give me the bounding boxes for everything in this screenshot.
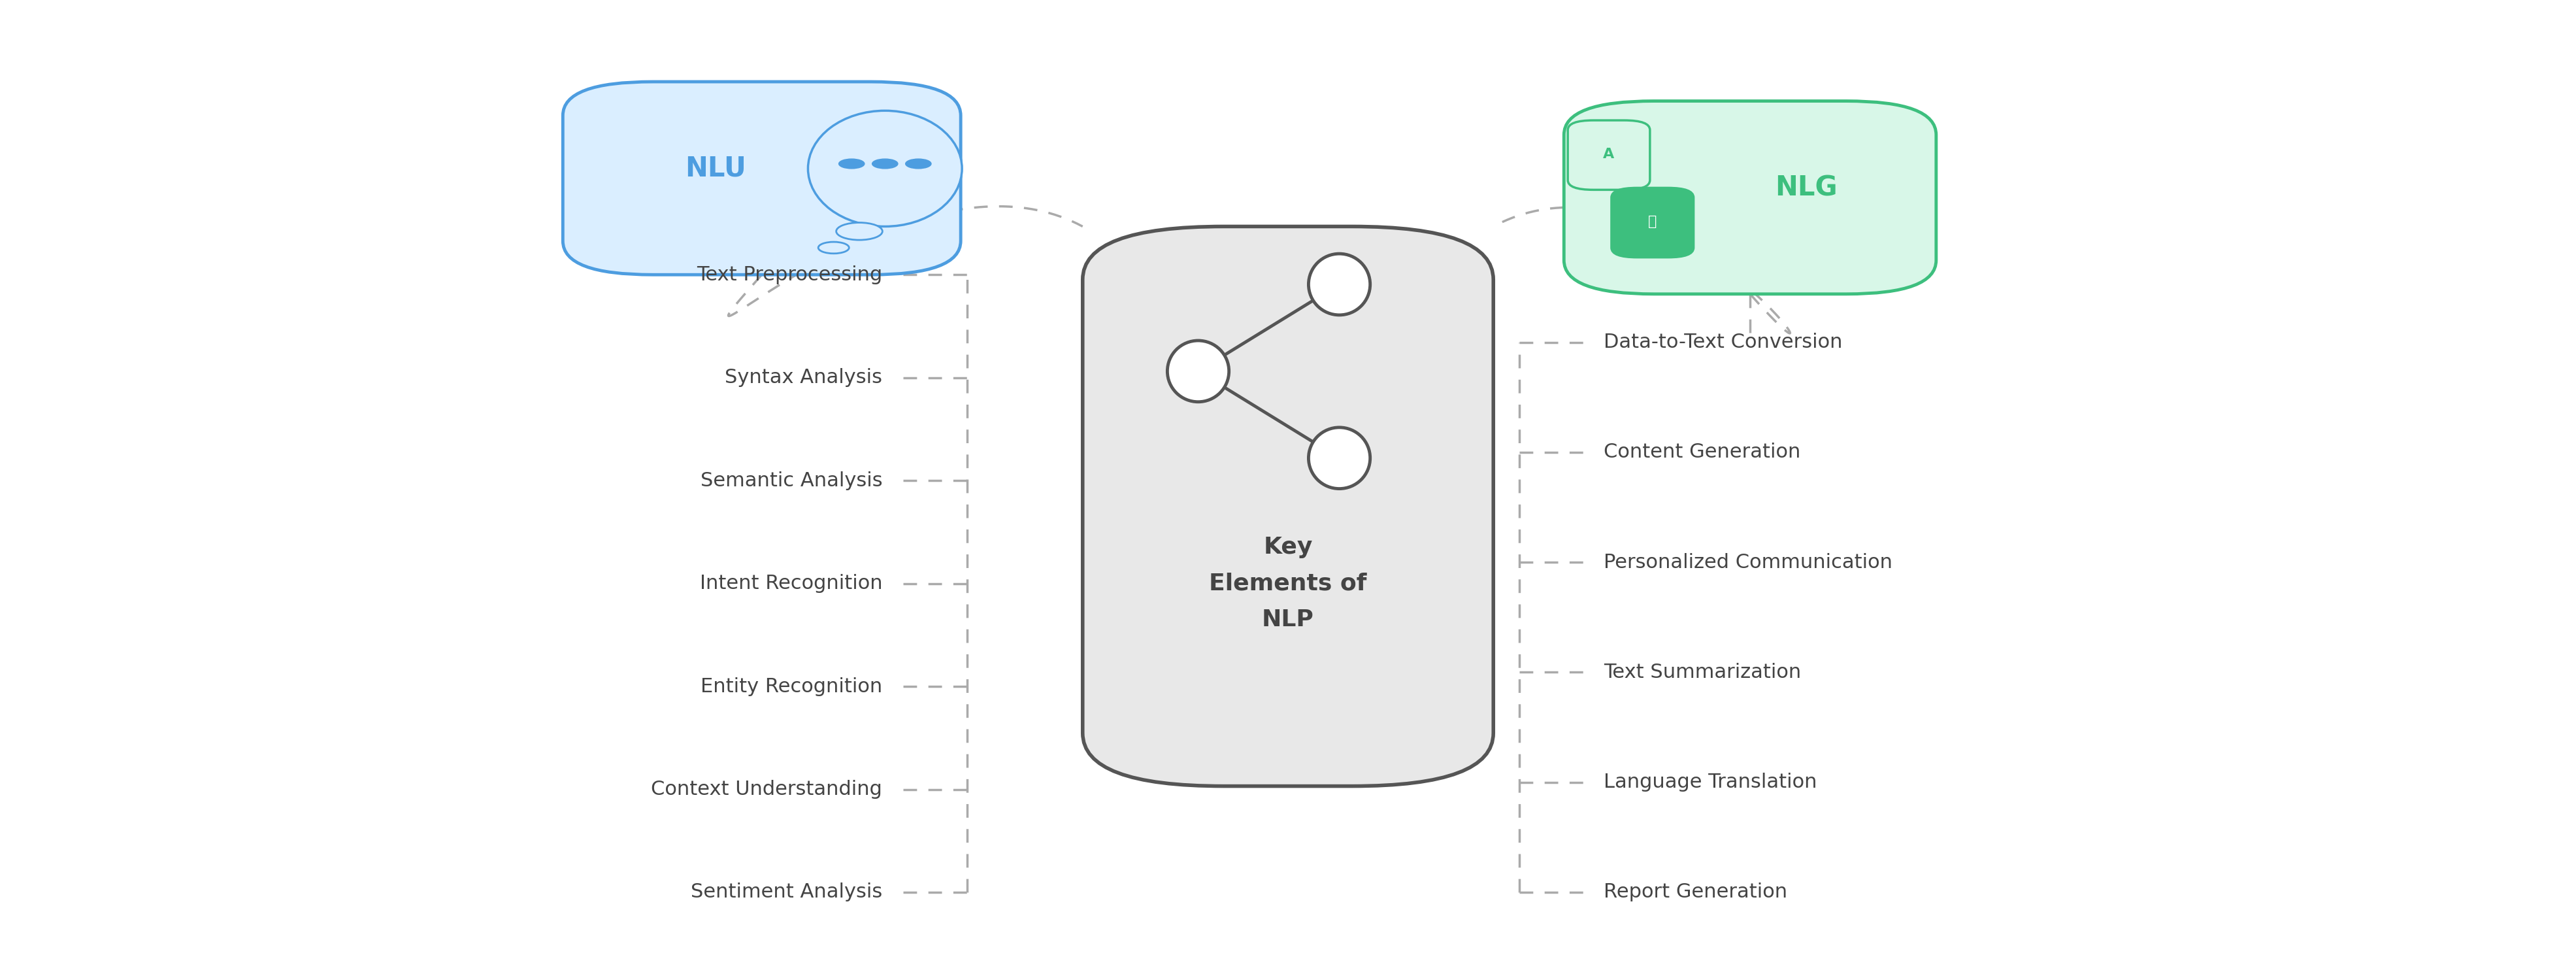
- Circle shape: [840, 159, 866, 169]
- Ellipse shape: [1167, 341, 1229, 402]
- Text: Intent Recognition: Intent Recognition: [701, 574, 884, 593]
- Text: Report Generation: Report Generation: [1605, 882, 1788, 902]
- Text: Text Preprocessing: Text Preprocessing: [696, 265, 884, 284]
- Text: Key
Elements of
NLP: Key Elements of NLP: [1208, 536, 1368, 631]
- Text: Context Understanding: Context Understanding: [652, 780, 884, 799]
- FancyBboxPatch shape: [1613, 188, 1692, 257]
- FancyBboxPatch shape: [1082, 227, 1494, 786]
- Text: Sentiment Analysis: Sentiment Analysis: [690, 882, 884, 902]
- Text: Content Generation: Content Generation: [1605, 443, 1801, 462]
- Text: 文: 文: [1649, 215, 1656, 228]
- FancyBboxPatch shape: [562, 82, 961, 275]
- Text: A: A: [1602, 148, 1615, 161]
- Text: Syntax Analysis: Syntax Analysis: [724, 368, 884, 387]
- Ellipse shape: [1309, 428, 1370, 489]
- Text: Data-to-Text Conversion: Data-to-Text Conversion: [1605, 333, 1842, 352]
- Ellipse shape: [1309, 254, 1370, 315]
- Text: NLU: NLU: [685, 155, 747, 182]
- Circle shape: [819, 242, 850, 253]
- Ellipse shape: [809, 111, 961, 227]
- Text: Entity Recognition: Entity Recognition: [701, 677, 884, 695]
- Circle shape: [907, 159, 930, 169]
- Circle shape: [837, 223, 884, 240]
- FancyBboxPatch shape: [1569, 121, 1651, 190]
- Text: Text Summarization: Text Summarization: [1605, 662, 1801, 682]
- FancyBboxPatch shape: [1564, 101, 1937, 294]
- Text: Language Translation: Language Translation: [1605, 772, 1816, 792]
- Text: NLG: NLG: [1775, 174, 1837, 202]
- Text: Personalized Communication: Personalized Communication: [1605, 553, 1893, 572]
- Text: Semantic Analysis: Semantic Analysis: [701, 471, 884, 490]
- Circle shape: [873, 159, 899, 169]
